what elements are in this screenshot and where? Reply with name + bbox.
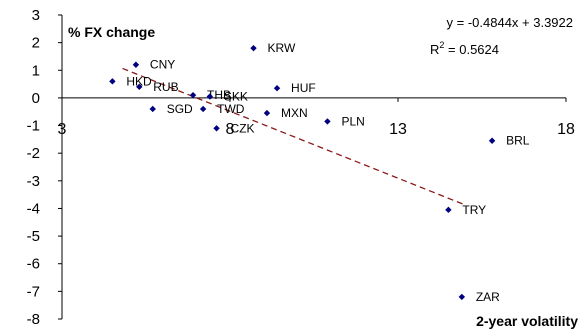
point-label-zar: ZAR <box>476 290 500 304</box>
data-point-sgd <box>149 105 156 113</box>
point-label-pln: PLN <box>341 114 364 128</box>
trendline <box>122 67 466 206</box>
data-point-skk <box>206 93 214 100</box>
y-tick-label: -4 <box>27 200 40 217</box>
x-axis-title: 2-year volatility <box>476 313 578 329</box>
point-label-rub: RUB <box>153 80 178 94</box>
data-point-krw <box>250 44 257 52</box>
y-axis: 3 2 1 0 -1 -2 -3 -4 -5 -6 -7 -8 <box>27 7 63 328</box>
data-point-zar <box>458 293 466 301</box>
x-axis: 3 8 13 18 <box>58 97 575 138</box>
point-label-cny: CNY <box>150 58 175 72</box>
x-tick-label: 13 <box>389 121 407 138</box>
y-tick-label: -5 <box>27 228 40 245</box>
r-squared-superscript: 2 <box>439 40 444 50</box>
x-tick-label: 8 <box>226 121 235 138</box>
r-squared-value: = 0.5624 <box>444 42 499 57</box>
point-label-try: TRY <box>462 203 486 217</box>
y-tick-label: -2 <box>27 145 40 162</box>
data-point-twd <box>199 105 207 113</box>
data-point-czk <box>213 125 220 132</box>
x-tick-label: 3 <box>58 121 67 138</box>
y-tick-label: 3 <box>32 7 40 24</box>
trendline-equation: y = -0.4844x + 3.3922 <box>447 15 573 30</box>
point-label-twd: TWD <box>217 102 245 116</box>
point-label-mxn: MXN <box>281 106 308 120</box>
data-point-hkd <box>109 78 116 85</box>
data-point-rub <box>136 83 143 91</box>
point-label-sgd: SGD <box>167 102 193 116</box>
data-point-huf <box>273 85 281 92</box>
x-ticks: 3 8 13 18 <box>58 97 575 138</box>
y-axis-title: % FX change <box>68 24 155 40</box>
x-tick-label: 18 <box>557 121 575 138</box>
point-label-krw: KRW <box>268 41 296 55</box>
r-squared-label: R2 = 0.5624 <box>430 40 499 57</box>
y-ticks: 3 2 1 0 -1 -2 -3 -4 -5 -6 -7 -8 <box>27 7 62 328</box>
y-tick-label: 1 <box>32 62 40 79</box>
r-squared-prefix: R <box>430 42 439 57</box>
y-tick-label: -3 <box>27 173 40 190</box>
data-point-thb <box>189 91 197 99</box>
y-tick-label: -8 <box>27 311 40 328</box>
point-label-czk: CZK <box>231 121 255 135</box>
y-tick-label: 0 <box>32 90 40 107</box>
y-tick-label: -6 <box>27 256 40 273</box>
data-point-try <box>445 206 452 214</box>
data-point-pln <box>324 118 331 125</box>
data-point-cny <box>132 61 140 68</box>
y-tick-label: -1 <box>27 118 40 135</box>
point-label-huf: HUF <box>291 81 316 95</box>
point-label-brl: BRL <box>506 134 530 148</box>
y-tick-label: 2 <box>32 35 40 52</box>
data-point-mxn <box>263 109 271 117</box>
y-tick-label: -7 <box>27 283 40 300</box>
point-label-skk: SKK <box>224 90 248 104</box>
point-label-hkd: HKD <box>126 74 152 88</box>
point-label-thb: THB <box>207 88 231 102</box>
data-point-brl <box>488 137 496 144</box>
